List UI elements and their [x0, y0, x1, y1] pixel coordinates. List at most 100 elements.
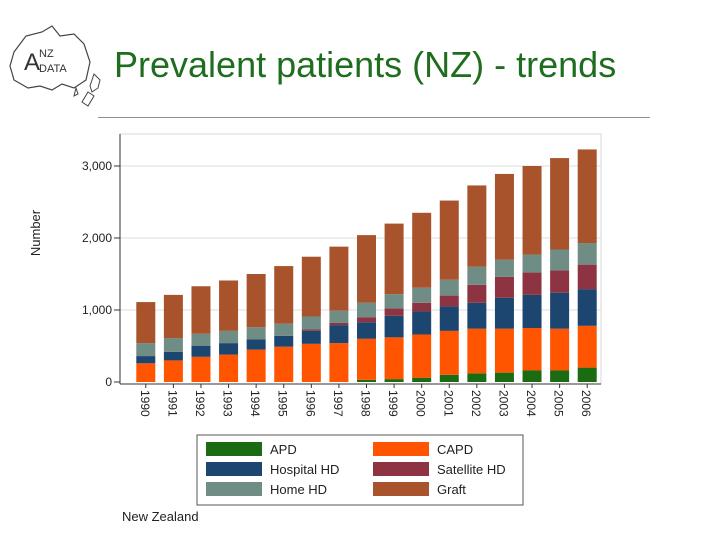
- logo-letters-data: DATA: [39, 63, 67, 75]
- bar-segment-apd: [550, 370, 570, 382]
- bar-segment-satellite-hd: [329, 322, 349, 326]
- slide-title: Prevalent patients (NZ) - trends: [114, 44, 617, 85]
- bar-segment-home-hd: [329, 310, 349, 323]
- bar-segment-apd: [357, 379, 376, 382]
- bar-segment-apd: [467, 373, 487, 382]
- bar-segment-home-hd: [246, 327, 266, 340]
- bar-segment-graft: [136, 302, 156, 344]
- bar-segment-hospital-hd: [412, 311, 432, 335]
- bar-segment-capd: [384, 337, 404, 380]
- bar-segment-home-hd: [550, 249, 570, 271]
- legend-swatch: [206, 462, 262, 476]
- bar-segment-home-hd: [522, 254, 542, 273]
- bar-segment-capd: [329, 343, 349, 382]
- bar-segment-satellite-hd: [494, 276, 514, 298]
- y-tick-label: 0: [105, 375, 112, 389]
- bar-segment-capd: [577, 325, 597, 368]
- bar-segment-graft: [550, 158, 570, 250]
- bar-segment-hospital-hd: [274, 335, 294, 347]
- x-tick-label: 1997: [331, 390, 345, 417]
- bar-segment-graft: [467, 185, 487, 267]
- axes-group: 0 1,000 2,000 3,000 Number 1990 1991 1992 1993 19…: [28, 134, 601, 417]
- bar-segment-satellite-hd: [467, 284, 487, 303]
- bar-segment-satellite-hd: [522, 272, 542, 295]
- australia-nz-map-icon: A NZ DATA: [9, 25, 101, 107]
- bar-segment-graft: [494, 173, 514, 260]
- logo-letter-a: A: [24, 49, 40, 76]
- x-tick-label: 1990: [138, 390, 152, 417]
- x-tick-label: 2002: [469, 390, 483, 417]
- legend-label: Home HD: [270, 482, 327, 497]
- bar-segment-home-hd: [191, 333, 211, 346]
- bar-segment-hospital-hd: [329, 325, 349, 344]
- legend-swatch: [373, 462, 429, 476]
- bar-segment-hospital-hd: [246, 339, 266, 350]
- bar-segment-apd: [577, 367, 597, 382]
- bar-segment-hospital-hd: [163, 351, 183, 361]
- bar-segment-capd: [467, 328, 487, 374]
- x-tick-label: 2006: [579, 390, 593, 417]
- y-tick-label: 2,000: [82, 231, 112, 245]
- bar-segment-home-hd: [357, 302, 376, 318]
- x-tick-label: 1994: [248, 390, 262, 417]
- bar-segment-hospital-hd: [522, 294, 542, 328]
- bar-segment-graft: [163, 294, 183, 339]
- bar-segment-capd: [550, 328, 570, 371]
- bar-segment-capd: [412, 334, 432, 378]
- y-tick-label: 1,000: [82, 303, 112, 317]
- legend: APD CAPD Hospital HD Satellite HD Home HD Gra…: [196, 434, 524, 506]
- bar-segment-capd: [191, 356, 211, 382]
- bar-segment-capd: [163, 360, 183, 382]
- bars-group: [136, 149, 597, 382]
- bar-segment-home-hd: [467, 266, 487, 285]
- bar-segment-capd: [136, 363, 156, 382]
- legend-swatch: [373, 442, 429, 456]
- y-axis-label: Number: [28, 209, 43, 256]
- bar-segment-graft: [246, 274, 266, 328]
- legend-label: Hospital HD: [270, 462, 339, 477]
- bar-segment-home-hd: [163, 338, 183, 352]
- bar-segment-apd: [439, 374, 459, 382]
- legend-label: Graft: [437, 482, 466, 497]
- bar-segment-home-hd: [219, 330, 239, 344]
- legend-swatch: [206, 482, 262, 496]
- bar-segment-capd: [219, 354, 239, 382]
- x-tick-label: 1995: [276, 390, 290, 417]
- bar-segment-hospital-hd: [384, 315, 404, 338]
- y-tick-label: 3,000: [82, 159, 112, 173]
- bar-segment-hospital-hd: [219, 343, 239, 355]
- bar-segment-home-hd: [412, 287, 432, 303]
- bar-segment-capd: [246, 349, 266, 382]
- x-tick-label: 2003: [496, 390, 510, 417]
- bar-segment-hospital-hd: [494, 297, 514, 329]
- bar-segment-satellite-hd: [301, 329, 321, 331]
- bar-segment-graft: [274, 266, 294, 324]
- bar-segment-hospital-hd: [301, 330, 321, 344]
- x-tick-label: 2005: [552, 390, 566, 417]
- bar-segment-satellite-hd: [384, 308, 404, 316]
- bar-segment-apd: [384, 379, 404, 382]
- bar-segment-home-hd: [439, 279, 459, 296]
- x-tick-label: 2001: [441, 390, 455, 417]
- x-tick-label: 2004: [524, 390, 538, 417]
- legend-swatch: [373, 482, 429, 496]
- bar-segment-hospital-hd: [439, 306, 459, 331]
- bar-segment-graft: [577, 149, 597, 244]
- bar-segment-apd: [412, 377, 432, 382]
- bar-segment-home-hd: [274, 323, 294, 336]
- bar-segment-apd: [522, 370, 542, 382]
- bar-segment-graft: [301, 256, 321, 317]
- bar-segment-hospital-hd: [467, 302, 487, 329]
- bar-segment-capd: [301, 343, 321, 382]
- bar-segment-hospital-hd: [550, 292, 570, 329]
- bar-segment-graft: [439, 200, 459, 280]
- bar-segment-hospital-hd: [357, 322, 376, 339]
- bar-segment-home-hd: [136, 343, 156, 357]
- bar-segment-capd: [522, 328, 542, 371]
- bar-segment-graft: [219, 280, 239, 331]
- title-divider: [98, 117, 650, 118]
- bar-segment-capd: [494, 328, 514, 373]
- x-tick-label: 1996: [303, 390, 317, 417]
- bar-segment-home-hd: [494, 259, 514, 277]
